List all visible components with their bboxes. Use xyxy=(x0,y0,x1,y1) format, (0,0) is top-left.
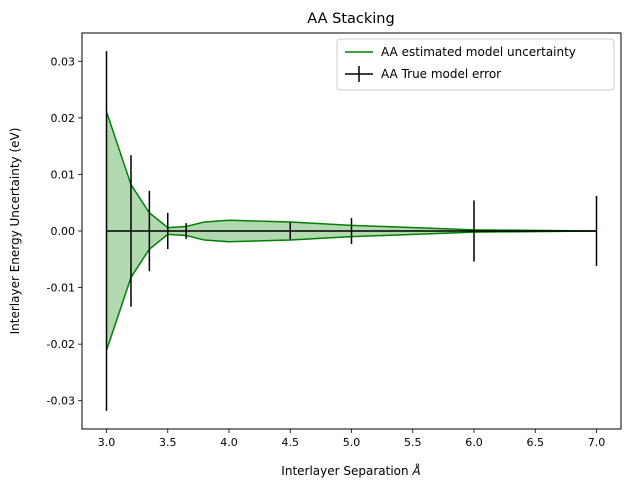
y-axis: 0.03 0.02 0.01 0.00 -0.01 -0.02 -0.03 xyxy=(47,55,82,408)
legend: AA estimated model uncertainty AA True m… xyxy=(336,38,615,91)
chart-title: AA Stacking xyxy=(307,11,394,27)
y-tick-label: 0.02 xyxy=(51,112,76,125)
x-tick-label: 3.5 xyxy=(159,436,177,449)
x-tick-label: 4.0 xyxy=(220,436,238,449)
x-axis-label-text: Interlayer Separation xyxy=(281,464,408,478)
y-tick-label: -0.02 xyxy=(47,338,75,351)
x-tick-label: 7.0 xyxy=(588,436,606,449)
uncertainty-upper-line xyxy=(105,111,597,232)
y-tick-label: -0.01 xyxy=(47,282,75,295)
legend-label-1: AA True model error xyxy=(381,67,501,81)
x-axis: 3.0 3.5 4.0 4.5 5.0 5.5 6.0 6.5 7.0 xyxy=(98,429,606,449)
y-tick-label: 0.03 xyxy=(51,55,76,68)
x-axis-label: Interlayer Separation Å xyxy=(281,463,420,478)
x-tick-label: 4.5 xyxy=(282,436,300,449)
x-tick-label: 5.0 xyxy=(343,436,361,449)
legend-box xyxy=(336,38,615,91)
y-axis-label: Interlayer Energy Uncertainty (eV) xyxy=(8,128,22,335)
x-axis-label-unit: Å xyxy=(411,463,420,478)
x-tick-label: 6.5 xyxy=(527,436,545,449)
x-tick-label: 5.5 xyxy=(404,436,422,449)
uncertainty-lower-line xyxy=(105,230,597,351)
plot-area xyxy=(105,51,598,411)
x-tick-label: 6.0 xyxy=(465,436,483,449)
y-tick-label: 0.00 xyxy=(51,225,76,238)
y-tick-label: 0.01 xyxy=(51,168,76,181)
y-tick-label: -0.03 xyxy=(47,395,75,408)
x-tick-label: 3.0 xyxy=(98,436,116,449)
legend-label-0: AA estimated model uncertainty xyxy=(381,45,576,59)
